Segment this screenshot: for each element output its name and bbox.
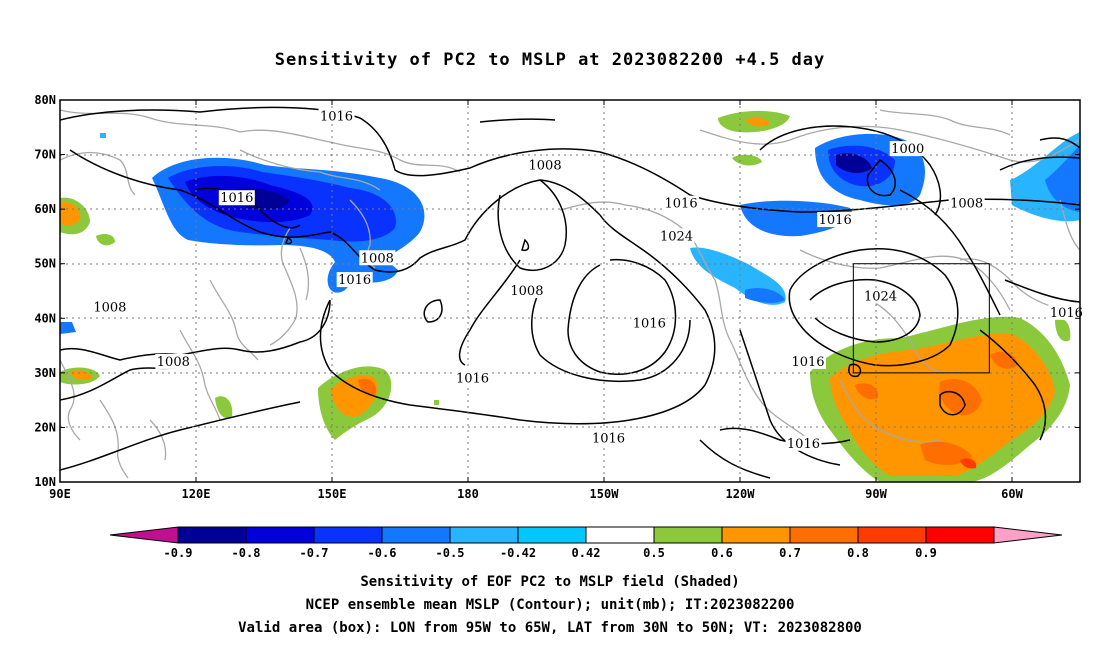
contour-label-text: 1000 [891, 142, 924, 157]
contour-label-text: 1008 [510, 284, 543, 299]
contour-label-text: 1008 [157, 355, 190, 370]
caption-shaded: Sensitivity of EOF PC2 to MSLP field (Sh… [360, 574, 740, 590]
lat-tick-label: 20N [34, 420, 56, 434]
contour-label-text: 1008 [529, 158, 562, 173]
lon-tick-label: 120W [726, 487, 756, 501]
latitude-axis: 80N 70N 60N 50N 40N 30N 20N 10N [34, 93, 1080, 489]
map-title: Sensitivity of PC2 to MSLP at 2023082200… [274, 50, 826, 70]
lon-tick-label: 90E [49, 487, 71, 501]
contour-label-text: 1016 [665, 197, 698, 212]
contour-label-text: 1024 [864, 289, 897, 304]
colorbar-label: -0.6 [368, 546, 397, 560]
colorbar-label: 0.6 [711, 546, 733, 560]
lon-tick-label: 150W [590, 487, 620, 501]
lon-tick-label: 150E [318, 487, 347, 501]
lat-tick-label: 30N [34, 366, 56, 380]
contour-label-text: 1008 [93, 300, 126, 315]
contour-label: 1008 [527, 157, 564, 173]
contour-label: 1016 [817, 212, 854, 228]
contour-label-text: 1016 [320, 109, 353, 124]
contour-label-text: 1016 [592, 431, 625, 446]
colorbar-label: 0.8 [847, 546, 869, 560]
colorbar-box [789, 526, 859, 544]
colorbar-end-low [109, 526, 179, 544]
contour-label-text: 1016 [456, 371, 489, 386]
colorbar-box [585, 526, 655, 544]
colorbar-label: -0.9 [164, 546, 193, 560]
contour-label-text: 1016 [1050, 306, 1083, 321]
contour-label: 1016 [218, 190, 255, 206]
contour-label-text: 1016 [633, 317, 666, 332]
longitude-axis: 90E 120E 150E 180 150W 120W 90W 60W [49, 100, 1024, 501]
contour-label-text: 1016 [338, 273, 371, 288]
contour-label: 1016 [1048, 304, 1085, 321]
colorbar-label: -0.7 [300, 546, 329, 560]
colorbar-label: 0.42 [572, 546, 601, 560]
contour-label-text: 1008 [361, 251, 394, 266]
colorbar-end-high [993, 526, 1063, 544]
lat-tick-label: 80N [34, 93, 56, 107]
contour-label: 1016 [454, 370, 491, 386]
colorbar-box [245, 526, 315, 544]
caption-valid-area: Valid area (box): LON from 95W to 65W, L… [238, 620, 862, 636]
colorbar-label: -0.5 [436, 546, 465, 560]
contour-label-text: 1016 [819, 213, 852, 228]
contour-label: 1008 [508, 283, 545, 299]
contour-label-text: 1016 [791, 355, 824, 370]
contour-label: 1024 [658, 228, 695, 244]
lon-tick-label: 120E [182, 487, 211, 501]
contour-label: 1016 [785, 435, 822, 452]
map-frame [59, 99, 1081, 483]
colorbar-box [381, 526, 451, 544]
colorbar: -0.9 -0.8 -0.7 -0.6 -0.5 -0.42 0.42 0.5 0.6 0.7 0.… [109, 526, 1063, 560]
lat-tick-label: 50N [34, 257, 56, 271]
lon-tick-label: 90W [865, 487, 887, 501]
contour-label: 1016 [663, 195, 700, 212]
colorbar-box [449, 526, 519, 544]
colorbar-box [517, 526, 587, 544]
contour-label-text: 1016 [220, 191, 253, 206]
colorbar-box [653, 526, 723, 544]
contour-label: 1016 [631, 315, 668, 332]
contour-label: 1016 [790, 353, 826, 370]
colorbar-label: 0.9 [915, 546, 937, 560]
colorbar-label: 0.5 [643, 546, 665, 560]
contour-label-text: 1008 [950, 197, 983, 212]
caption-contour: NCEP ensemble mean MSLP (Contour); unit(… [305, 597, 795, 613]
coastlines [60, 109, 1080, 479]
contour-labels: 1016 1008 1016 1016 1008 1024 1008 1016 1008 1016… [91, 108, 1085, 452]
contour-label: 1016 [590, 430, 627, 446]
valid-area-box [852, 263, 990, 374]
lat-tick-label: 60N [34, 202, 56, 216]
lat-tick-label: 10N [34, 475, 56, 489]
contour-label: 1000 [889, 141, 926, 157]
colorbar-box [721, 526, 791, 544]
colorbar-box [313, 526, 383, 544]
graticule [60, 100, 1080, 482]
colorbar-box [925, 526, 995, 544]
contour-label: 1008 [155, 353, 192, 370]
colorbar-label: 0.7 [779, 546, 801, 560]
contour-label: 1008 [359, 250, 396, 266]
contour-label: 1008 [948, 195, 985, 212]
contour-label-text: 1016 [787, 437, 820, 452]
contour-label: 1008 [91, 299, 128, 315]
colorbar-box [177, 526, 247, 544]
lat-tick-label: 70N [34, 148, 56, 162]
contour-label: 1016 [318, 108, 355, 124]
lat-tick-label: 40N [34, 311, 56, 325]
contour-label-text: 1024 [660, 229, 693, 244]
contour-label: 1016 [336, 272, 373, 288]
lon-tick-label: 180 [457, 487, 479, 501]
lon-tick-label: 60W [1001, 487, 1023, 501]
colorbar-label: -0.42 [500, 546, 536, 560]
contour-label: 1024 [862, 288, 899, 304]
colorbar-box [857, 526, 927, 544]
colorbar-label: -0.8 [232, 546, 261, 560]
